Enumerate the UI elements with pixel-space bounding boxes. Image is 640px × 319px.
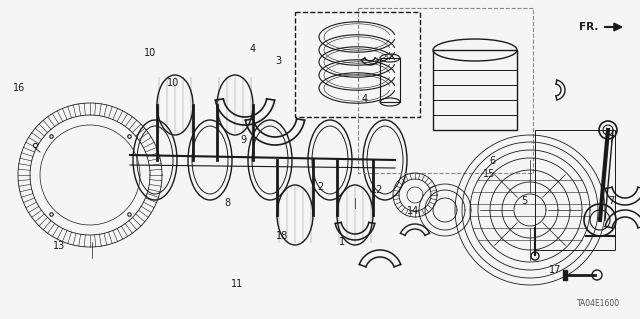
- Text: 5: 5: [522, 196, 528, 206]
- Bar: [433, 50, 517, 130]
- Bar: [535, 130, 615, 250]
- Text: 3: 3: [275, 56, 282, 66]
- Text: 9: 9: [240, 135, 246, 145]
- Text: 4: 4: [250, 44, 256, 55]
- Text: 4: 4: [362, 94, 368, 104]
- Text: 1: 1: [339, 237, 346, 248]
- Text: 10: 10: [144, 48, 157, 58]
- Text: 10: 10: [166, 78, 179, 88]
- Text: 6: 6: [490, 156, 496, 166]
- Text: 18: 18: [275, 231, 288, 241]
- Bar: [380, 58, 400, 102]
- Bar: [563, 270, 567, 280]
- Text: 2: 2: [317, 182, 323, 192]
- Text: 8: 8: [224, 197, 230, 208]
- Text: 17: 17: [549, 264, 562, 275]
- Bar: [295, 12, 420, 117]
- Bar: [358, 8, 533, 173]
- Text: 15: 15: [483, 169, 496, 179]
- Text: 12: 12: [371, 185, 384, 195]
- Text: 7: 7: [608, 135, 614, 145]
- Text: 14: 14: [406, 205, 419, 216]
- Text: FR.: FR.: [579, 22, 598, 32]
- Text: 13: 13: [52, 241, 65, 251]
- Text: 7: 7: [608, 196, 614, 206]
- Text: TA04E1600: TA04E1600: [577, 299, 620, 308]
- Text: 16: 16: [13, 83, 26, 93]
- Text: 11: 11: [230, 279, 243, 289]
